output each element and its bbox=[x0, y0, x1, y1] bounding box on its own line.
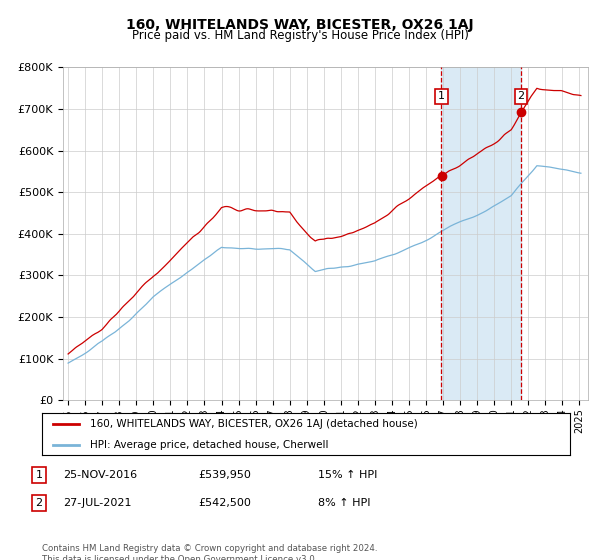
Text: 1: 1 bbox=[35, 470, 43, 480]
Text: 160, WHITELANDS WAY, BICESTER, OX26 1AJ: 160, WHITELANDS WAY, BICESTER, OX26 1AJ bbox=[126, 18, 474, 32]
Text: £539,950: £539,950 bbox=[198, 470, 251, 480]
Text: 1: 1 bbox=[438, 91, 445, 101]
Text: Contains HM Land Registry data © Crown copyright and database right 2024.
This d: Contains HM Land Registry data © Crown c… bbox=[42, 544, 377, 560]
Text: 15% ↑ HPI: 15% ↑ HPI bbox=[318, 470, 377, 480]
Text: 27-JUL-2021: 27-JUL-2021 bbox=[63, 498, 131, 508]
Text: HPI: Average price, detached house, Cherwell: HPI: Average price, detached house, Cher… bbox=[89, 441, 328, 450]
Text: 2: 2 bbox=[517, 91, 524, 101]
Text: Price paid vs. HM Land Registry's House Price Index (HPI): Price paid vs. HM Land Registry's House … bbox=[131, 29, 469, 42]
Text: £542,500: £542,500 bbox=[198, 498, 251, 508]
Text: 160, WHITELANDS WAY, BICESTER, OX26 1AJ (detached house): 160, WHITELANDS WAY, BICESTER, OX26 1AJ … bbox=[89, 419, 417, 430]
Text: 25-NOV-2016: 25-NOV-2016 bbox=[63, 470, 137, 480]
Text: 2: 2 bbox=[35, 498, 43, 508]
Text: 8% ↑ HPI: 8% ↑ HPI bbox=[318, 498, 371, 508]
Bar bbox=[442, 67, 521, 400]
